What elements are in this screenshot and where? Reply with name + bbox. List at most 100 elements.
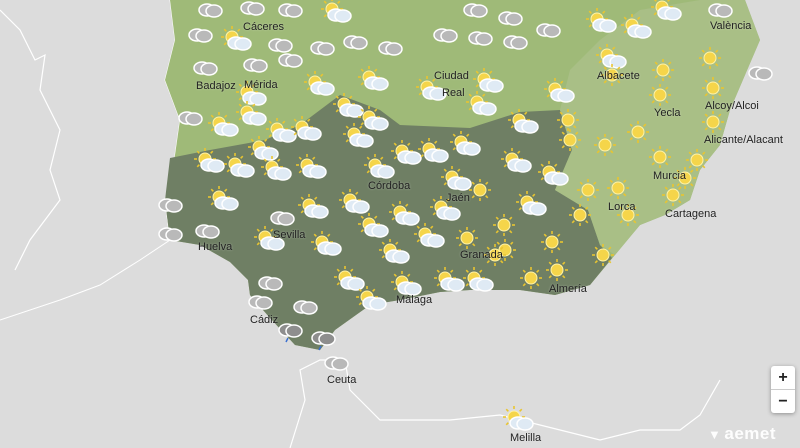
- weather-icon-partly-sunny[interactable]: [224, 153, 255, 178]
- weather-icon-cloudy[interactable]: [343, 35, 368, 50]
- weather-icon-partly-sunny[interactable]: [291, 116, 322, 141]
- weather-icon-sunny[interactable]: [456, 227, 478, 249]
- weather-icon-sunny[interactable]: [577, 179, 599, 201]
- weather-icon-rain[interactable]: [311, 331, 336, 351]
- weather-icon-partly-sunny[interactable]: [466, 91, 497, 116]
- weather-icon-sunny[interactable]: [520, 267, 542, 289]
- weather-icon-partly-sunny[interactable]: [441, 166, 472, 191]
- weather-icon-cloudy[interactable]: [248, 295, 273, 310]
- weather-icon-sunny[interactable]: [627, 121, 649, 143]
- weather-icon-sunny[interactable]: [649, 84, 671, 106]
- weather-icon-partly-sunny[interactable]: [651, 0, 682, 21]
- weather-icon-partly-sunny[interactable]: [430, 196, 461, 221]
- weather-icon-cloudy[interactable]: [536, 23, 561, 38]
- weather-icon-sunny[interactable]: [557, 109, 579, 131]
- weather-icon-cloudy[interactable]: [310, 41, 335, 56]
- weather-icon-partly-sunny[interactable]: [358, 106, 389, 131]
- weather-icon-cloudy[interactable]: [195, 224, 220, 239]
- weather-icon-sunny[interactable]: [546, 259, 568, 281]
- weather-icon-cloudy[interactable]: [433, 28, 458, 43]
- weather-icon-cloudy[interactable]: [748, 66, 773, 81]
- weather-icon-partly-sunny[interactable]: [333, 93, 364, 118]
- weather-icon-cloudy[interactable]: [468, 31, 493, 46]
- weather-icon-sunny[interactable]: [592, 244, 614, 266]
- zoom-out-button[interactable]: −: [771, 389, 795, 413]
- weather-icon-partly-sunny[interactable]: [450, 131, 481, 156]
- weather-icon-sunny[interactable]: [484, 244, 506, 266]
- weather-icon-partly-sunny[interactable]: [379, 239, 410, 264]
- weather-icon-cloudy[interactable]: [463, 3, 488, 18]
- weather-icon-partly-sunny[interactable]: [343, 123, 374, 148]
- weather-icon-sunny[interactable]: [649, 146, 671, 168]
- weather-icon-partly-sunny[interactable]: [296, 154, 327, 179]
- weather-icon-cloudy[interactable]: [243, 58, 268, 73]
- weather-icon-sunny[interactable]: [686, 149, 708, 171]
- weather-icon-sunny[interactable]: [493, 214, 515, 236]
- weather-icon-cloudy[interactable]: [188, 28, 213, 43]
- weather-icon-partly-sunny[interactable]: [364, 154, 395, 179]
- weather-icon-partly-sunny[interactable]: [463, 267, 494, 292]
- weather-icon-partly-sunny[interactable]: [544, 78, 575, 103]
- weather-icon-partly-sunny[interactable]: [473, 68, 504, 93]
- weather-icon-partly-sunny[interactable]: [339, 189, 370, 214]
- weather-icon-partly-sunny[interactable]: [389, 201, 420, 226]
- weather-icon-sunny[interactable]: [601, 64, 623, 86]
- weather-icon-partly-sunny[interactable]: [503, 406, 534, 431]
- weather-icon-cloudy[interactable]: [198, 3, 223, 18]
- weather-icon-sunny[interactable]: [541, 231, 563, 253]
- weather-icon-partly-sunny[interactable]: [221, 26, 252, 51]
- weather-icon-partly-sunny[interactable]: [194, 148, 225, 173]
- weather-icon-partly-sunny[interactable]: [508, 109, 539, 134]
- weather-icon-partly-sunny[interactable]: [298, 194, 329, 219]
- weather-icon-partly-sunny[interactable]: [208, 112, 239, 137]
- weather-icon-cloudy[interactable]: [293, 300, 318, 315]
- weather-icon-partly-sunny[interactable]: [254, 226, 285, 251]
- weather-icon-cloudy[interactable]: [278, 53, 303, 68]
- weather-icon-sunny[interactable]: [607, 177, 629, 199]
- weather-icon-cloudy[interactable]: [270, 211, 295, 226]
- weather-icon-partly-sunny[interactable]: [261, 156, 292, 181]
- weather-icon-partly-sunny[interactable]: [418, 138, 449, 163]
- zoom-in-button[interactable]: +: [778, 369, 788, 386]
- weather-icon-cloudy[interactable]: [178, 111, 203, 126]
- weather-icon-cloudy[interactable]: [158, 227, 183, 242]
- weather-icon-cloudy[interactable]: [268, 38, 293, 53]
- weather-icon-sunny[interactable]: [469, 179, 491, 201]
- weather-icon-sunny[interactable]: [569, 204, 591, 226]
- weather-icon-cloudy[interactable]: [708, 3, 733, 18]
- weather-icon-partly-sunny[interactable]: [516, 191, 547, 216]
- weather-icon-cloudy[interactable]: [258, 276, 283, 291]
- weather-icon-sunny[interactable]: [617, 204, 639, 226]
- weather-icon-partly-sunny[interactable]: [334, 266, 365, 291]
- weather-icon-cloudy[interactable]: [193, 61, 218, 76]
- weather-icon-partly-sunny[interactable]: [356, 286, 387, 311]
- weather-icon-partly-sunny[interactable]: [501, 148, 532, 173]
- weather-icon-sunny[interactable]: [674, 167, 696, 189]
- weather-icon-partly-sunny[interactable]: [358, 66, 389, 91]
- weather-icon-partly-sunny[interactable]: [236, 101, 267, 126]
- weather-icon-partly-sunny[interactable]: [414, 223, 445, 248]
- weather-icon-sunny[interactable]: [559, 129, 581, 151]
- weather-icon-partly-sunny[interactable]: [304, 71, 335, 96]
- weather-icon-cloudy[interactable]: [324, 356, 349, 371]
- weather-icon-sunny[interactable]: [594, 134, 616, 156]
- weather-icon-sunny[interactable]: [702, 77, 724, 99]
- weather-icon-partly-sunny[interactable]: [621, 14, 652, 39]
- weather-icon-cloudy[interactable]: [378, 41, 403, 56]
- weather-icon-partly-sunny[interactable]: [391, 271, 422, 296]
- weather-icon-sunny[interactable]: [652, 59, 674, 81]
- weather-icon-cloudy[interactable]: [158, 198, 183, 213]
- weather-icon-partly-sunny[interactable]: [266, 118, 297, 143]
- weather-icon-partly-sunny[interactable]: [311, 231, 342, 256]
- weather-icon-rain[interactable]: [278, 323, 303, 343]
- weather-icon-partly-sunny[interactable]: [416, 76, 447, 101]
- weather-icon-cloudy[interactable]: [498, 11, 523, 26]
- weather-icon-partly-sunny[interactable]: [358, 213, 389, 238]
- weather-icon-cloudy[interactable]: [278, 3, 303, 18]
- weather-icon-sunny[interactable]: [702, 111, 724, 133]
- weather-icon-partly-sunny[interactable]: [321, 0, 352, 23]
- weather-icon-partly-sunny[interactable]: [434, 267, 465, 292]
- weather-icon-cloudy[interactable]: [240, 1, 265, 16]
- weather-icon-partly-sunny[interactable]: [248, 136, 279, 161]
